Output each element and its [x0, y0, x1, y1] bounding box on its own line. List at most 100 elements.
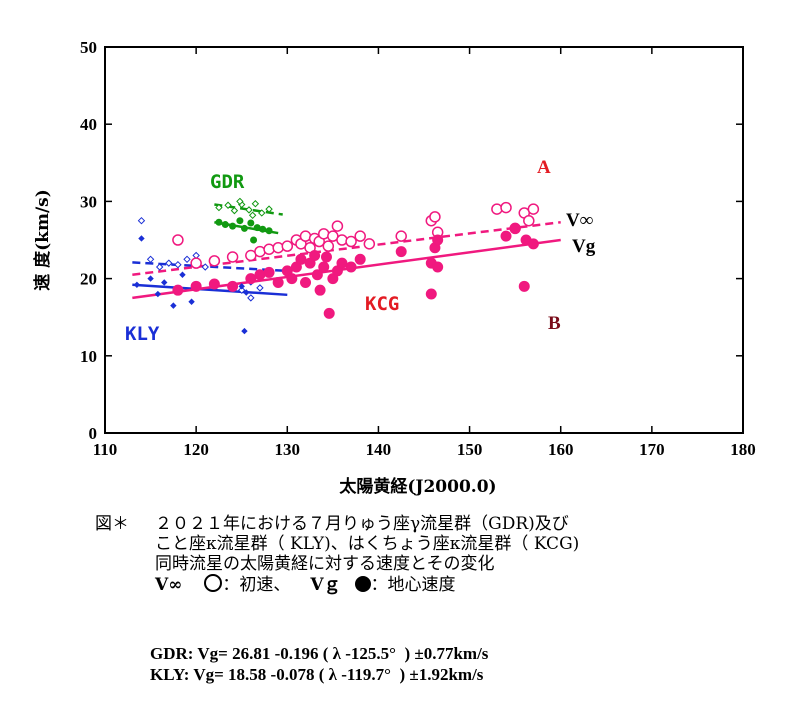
x-tick-label: 110	[93, 440, 118, 459]
x-tick-label: 120	[183, 440, 209, 459]
data-point-kly	[133, 281, 141, 288]
y-tick-label: 10	[80, 347, 97, 366]
data-point-kcg	[500, 201, 512, 214]
data-point-gdr	[236, 197, 244, 206]
x-tick-label: 180	[730, 440, 756, 459]
legend-vg-text: ：地心速度	[370, 575, 456, 595]
data-point-kcg	[172, 234, 184, 246]
data-point-kcg	[272, 241, 284, 254]
legend-vinf-text: ：初速、	[222, 575, 291, 595]
data-point-gdr	[248, 211, 257, 220]
data-point-kly	[170, 302, 177, 309]
data-point-kcg	[286, 273, 298, 285]
data-point-kcg	[363, 238, 376, 250]
data-point-kcg	[190, 280, 202, 292]
data-point-kcg	[226, 251, 239, 263]
y-tick-label: 30	[80, 192, 97, 211]
legend-vinf-label: V∞	[155, 575, 183, 595]
data-point-gdr	[236, 217, 244, 225]
data-point-kcg	[263, 266, 275, 278]
data-point-kly	[241, 327, 248, 335]
data-point-kcg	[311, 269, 323, 281]
filled-circle-icon	[354, 576, 371, 592]
data-point-gdr	[240, 224, 248, 232]
data-point-kcg	[336, 234, 348, 246]
data-point-gdr	[265, 205, 273, 213]
data-point-gdr	[259, 225, 267, 233]
data-point-kcg	[491, 203, 503, 215]
data-point-kly	[155, 263, 164, 271]
annotation-vg: Vg	[572, 236, 596, 257]
formula-gdr: GDR: Vg= 26.81 -0.196 ( λ -125.5° ) ±0.7…	[150, 644, 489, 663]
annotation-kcg: KCG	[365, 293, 399, 315]
data-point-gdr	[221, 221, 229, 229]
data-point-kcg	[509, 222, 521, 234]
data-point-gdr	[215, 218, 223, 226]
data-point-gdr	[258, 209, 266, 217]
data-point-kcg	[395, 230, 407, 242]
data-point-kcg	[190, 257, 202, 269]
annotation-a: A	[537, 157, 551, 178]
data-point-kcg	[208, 255, 221, 267]
data-point-kly	[146, 255, 155, 264]
data-point-kly	[256, 284, 264, 292]
y-axis-title: 速 度(km/s)	[32, 189, 53, 291]
data-point-kly	[161, 279, 168, 286]
data-point-kly	[188, 298, 195, 305]
data-point-kcg	[527, 238, 539, 250]
data-point-gdr	[250, 236, 258, 244]
data-point-kcg	[281, 240, 294, 252]
open-circle-icon	[204, 574, 223, 592]
annotation-b: B	[548, 313, 561, 334]
data-point-kcg	[354, 230, 366, 242]
annotation-kly: KLY	[125, 323, 160, 345]
data-point-kcg	[295, 253, 307, 265]
data-point-gdr	[251, 200, 260, 208]
x-tick-label: 140	[366, 440, 392, 459]
y-tick-label: 0	[89, 424, 98, 443]
data-point-kcg	[318, 261, 330, 273]
data-point-gdr	[229, 222, 237, 230]
data-point-kcg	[354, 253, 366, 265]
data-point-kly	[165, 259, 173, 267]
data-point-kcg	[432, 234, 444, 246]
caption-line-2: こと座κ流星群（ KLY)、はくちょう座κ流星群（ KCG)	[155, 534, 580, 554]
legend-vg-label: Vｇ	[310, 575, 341, 595]
x-tick-label: 160	[548, 440, 574, 459]
data-point-kcg	[320, 251, 332, 263]
data-point-gdr	[245, 206, 253, 214]
data-point-kcg	[309, 249, 321, 261]
data-point-kcg	[314, 284, 326, 296]
y-tick-label: 20	[80, 270, 97, 289]
y-tick-label: 40	[80, 115, 97, 134]
data-point-kcg	[254, 269, 266, 281]
data-point-gdr	[265, 227, 273, 235]
data-point-kcg	[336, 257, 348, 269]
data-point-kcg	[429, 211, 441, 223]
data-point-kly	[138, 235, 145, 242]
figure-caption: 図＊ ２０２１年における７月りゅう座γ流星群（GDR)及び こと座κ流星群（ KL…	[95, 514, 795, 595]
data-point-kcg	[227, 280, 239, 292]
data-point-gdr	[247, 219, 255, 227]
data-point-kly	[238, 283, 245, 290]
plot-frame	[104, 46, 744, 434]
data-point-kcg	[208, 278, 220, 290]
caption-label: 図＊	[95, 514, 129, 534]
data-point-kcg	[345, 235, 357, 248]
x-tick-label: 170	[639, 440, 665, 459]
x-tick-label: 130	[275, 440, 301, 459]
data-point-kcg	[527, 203, 540, 215]
annotation-vinf: V∞	[566, 210, 593, 231]
data-point-kcg	[345, 261, 357, 273]
data-point-kly	[174, 260, 182, 269]
data-point-kcg	[263, 243, 275, 256]
caption-line-1: ２０２１年における７月りゅう座γ流星群（GDR)及び	[155, 514, 569, 534]
x-axis-title: 太陽黄経(J2000.0)	[339, 476, 496, 497]
data-point-gdr	[230, 206, 239, 215]
data-point-kcg	[523, 214, 535, 227]
data-point-kcg	[425, 288, 437, 300]
data-point-kcg	[395, 246, 407, 258]
annotation-gdr: GDR	[210, 171, 245, 193]
axis-ticks: 110 120 130 140 150 160 170 180 0 10 20 30 40 50	[80, 38, 756, 459]
data-points	[133, 197, 540, 335]
